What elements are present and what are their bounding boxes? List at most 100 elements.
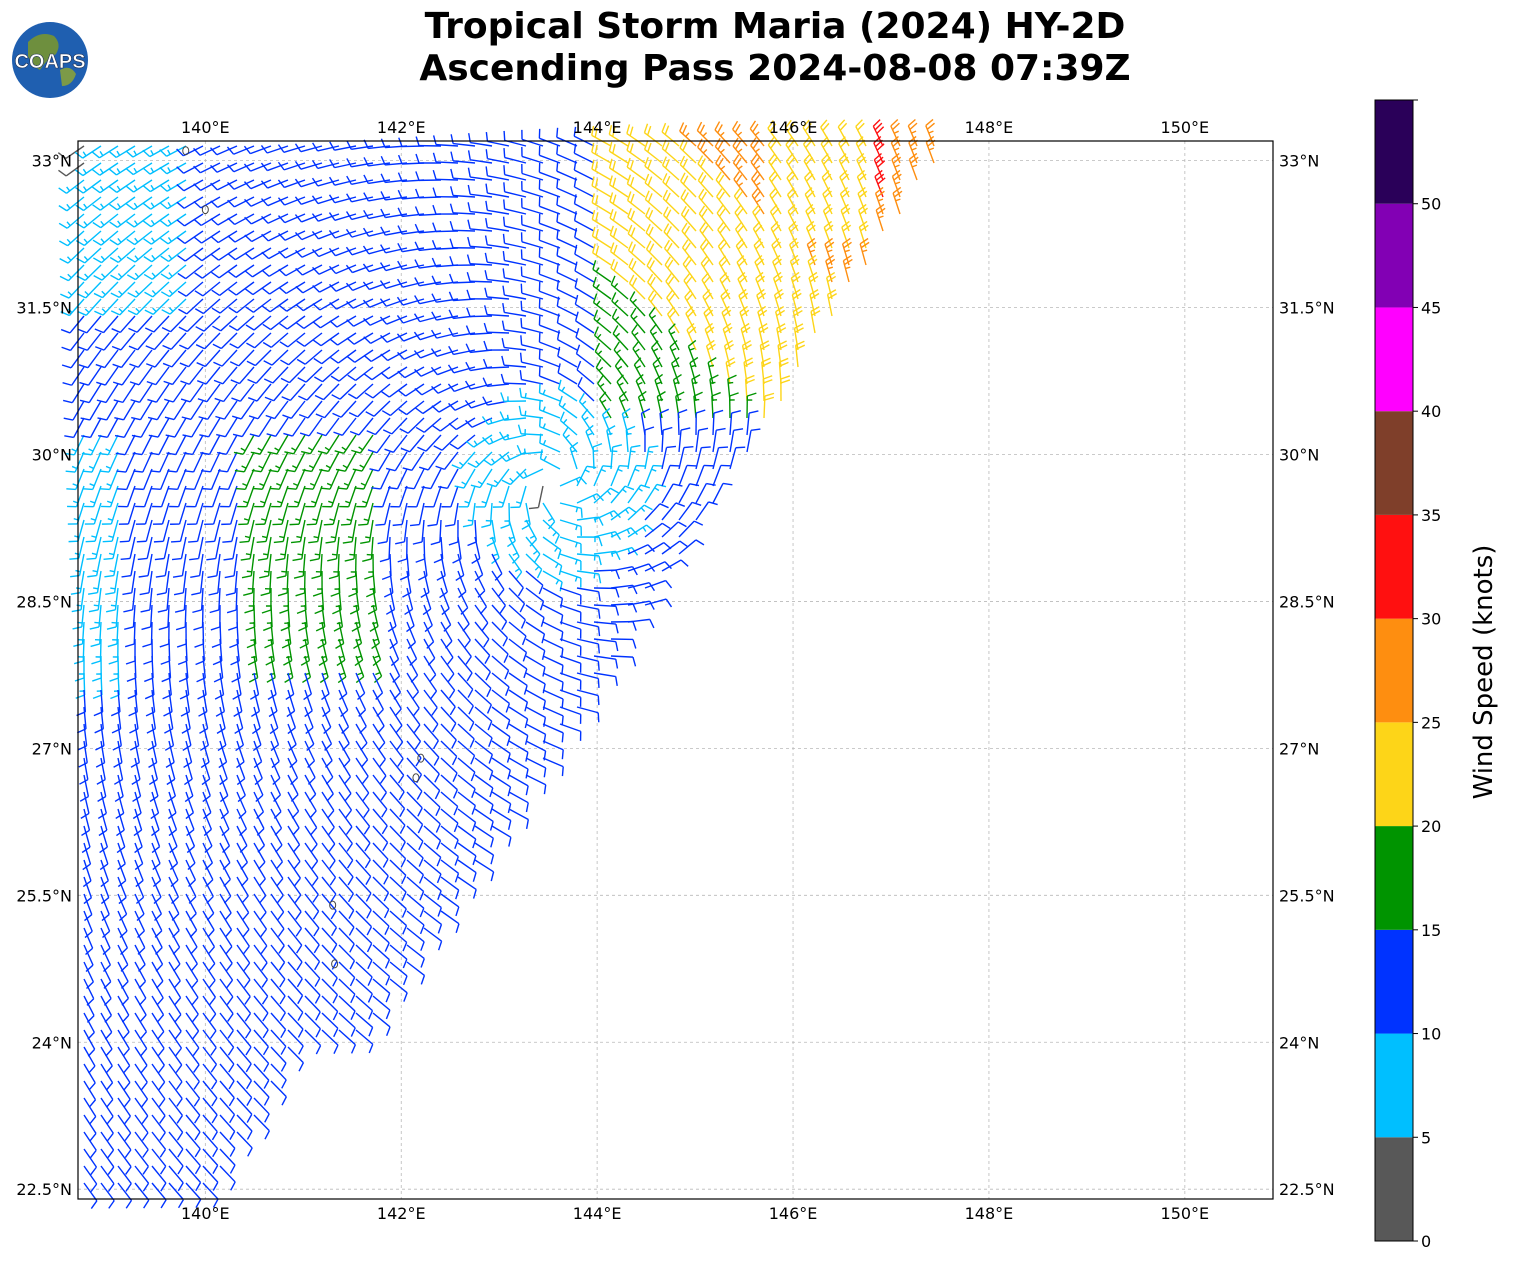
wind-barb <box>396 332 425 342</box>
wind-barb <box>168 468 187 491</box>
wind-barb <box>680 172 697 198</box>
wind-barb <box>168 808 178 837</box>
wind-barb <box>212 315 238 332</box>
wind-barb <box>140 587 153 613</box>
wind-barb <box>289 502 306 526</box>
wind-barb <box>215 400 238 420</box>
wind-barb <box>229 349 255 367</box>
wind-barb <box>66 468 85 491</box>
wind-barb <box>733 187 748 215</box>
island-outline <box>331 959 339 969</box>
wind-barb <box>556 212 578 232</box>
wind-barb <box>471 536 481 564</box>
wind-barb <box>160 281 187 298</box>
wind-barb <box>263 366 289 384</box>
wind-barb <box>431 293 459 303</box>
wind-barb <box>347 383 374 400</box>
wind-barb <box>573 143 595 164</box>
wind-barb <box>278 281 306 295</box>
wind-barb <box>614 357 629 385</box>
wind-barb <box>380 226 408 236</box>
island-outline <box>329 900 337 910</box>
wind-barb <box>236 876 249 904</box>
wind-barb <box>559 476 588 487</box>
wind-barb <box>64 434 85 456</box>
wind-barb <box>236 961 251 988</box>
wind-barb <box>406 893 425 918</box>
wind-barb <box>126 264 153 281</box>
wind-barb <box>168 1114 184 1141</box>
wind-barb <box>593 510 621 521</box>
lon-tick-label-bottom: 144°E <box>573 1204 622 1223</box>
wind-barb <box>667 306 680 334</box>
wind-barb <box>304 978 321 1004</box>
wind-barb <box>491 791 512 814</box>
wind-barb <box>474 757 494 781</box>
wind-barb <box>491 570 505 598</box>
wind-barb <box>556 229 578 249</box>
wind-barb <box>825 254 836 283</box>
wind-barb <box>396 314 425 324</box>
wind-barb <box>644 542 672 555</box>
wind-barb <box>538 349 561 368</box>
wind-barb <box>591 193 612 215</box>
wind-barb <box>776 323 787 351</box>
wind-barb <box>362 281 391 291</box>
wind-barb <box>151 1182 167 1209</box>
wind-barb <box>287 927 303 954</box>
wind-barb <box>321 842 336 869</box>
wind-barb <box>126 213 153 228</box>
wind-barb <box>158 604 170 631</box>
wind-barb <box>389 893 407 918</box>
wind-barb <box>251 451 272 473</box>
lat-tick-label-right: 24°N <box>1279 1033 1319 1052</box>
wind-barb <box>134 1029 148 1057</box>
wind-barb <box>254 485 272 508</box>
wind-barb <box>144 298 170 316</box>
wind-barb <box>372 740 386 768</box>
wind-barb <box>467 202 493 215</box>
wind-barb <box>344 536 357 562</box>
wind-barb <box>87 570 102 595</box>
wind-barb <box>372 791 388 818</box>
wind-barb <box>355 774 370 802</box>
wind-barb <box>423 757 440 783</box>
colorbar-tick-label: 50 <box>1421 195 1441 214</box>
wind-barb <box>610 485 635 504</box>
wind-barb <box>332 400 357 418</box>
wind-barb <box>520 335 544 351</box>
wind-barb <box>176 162 204 174</box>
wind-barb <box>402 570 412 598</box>
wind-barb <box>253 1063 270 1089</box>
wind-barb <box>593 309 612 334</box>
wind-barb <box>859 237 870 266</box>
wind-barb <box>321 774 334 802</box>
wind-barb <box>160 264 187 280</box>
wind-barb <box>389 638 400 667</box>
wind-barb <box>236 740 245 769</box>
wind-barb <box>616 374 629 402</box>
wind-barb <box>134 876 145 905</box>
wind-barb <box>256 519 272 544</box>
wind-barb <box>457 621 471 649</box>
lat-tick-label-right: 31.5°N <box>1279 299 1335 318</box>
wind-barb <box>211 264 238 279</box>
wind-barb <box>733 171 748 198</box>
wind-barb <box>270 842 284 870</box>
wind-barb <box>132 434 153 456</box>
wind-barb <box>503 130 527 147</box>
wind-barb <box>542 723 564 743</box>
wind-barb <box>117 876 127 905</box>
wind-barb <box>309 536 323 562</box>
wind-barb <box>355 791 370 818</box>
wind-barb <box>661 426 673 453</box>
wind-barb <box>519 387 544 402</box>
wind-barb <box>305 485 323 508</box>
wind-barb <box>609 175 629 198</box>
wind-barb <box>576 638 601 654</box>
wind-barb <box>84 485 102 508</box>
wind-barb <box>100 1097 114 1125</box>
wind-barb <box>142 145 170 158</box>
wind-barb <box>229 332 255 349</box>
wind-barb <box>467 236 493 249</box>
